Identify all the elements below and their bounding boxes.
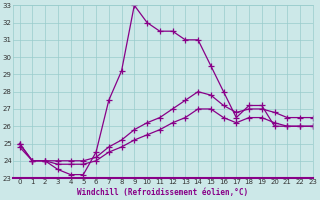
X-axis label: Windchill (Refroidissement éolien,°C): Windchill (Refroidissement éolien,°C) <box>77 188 249 197</box>
